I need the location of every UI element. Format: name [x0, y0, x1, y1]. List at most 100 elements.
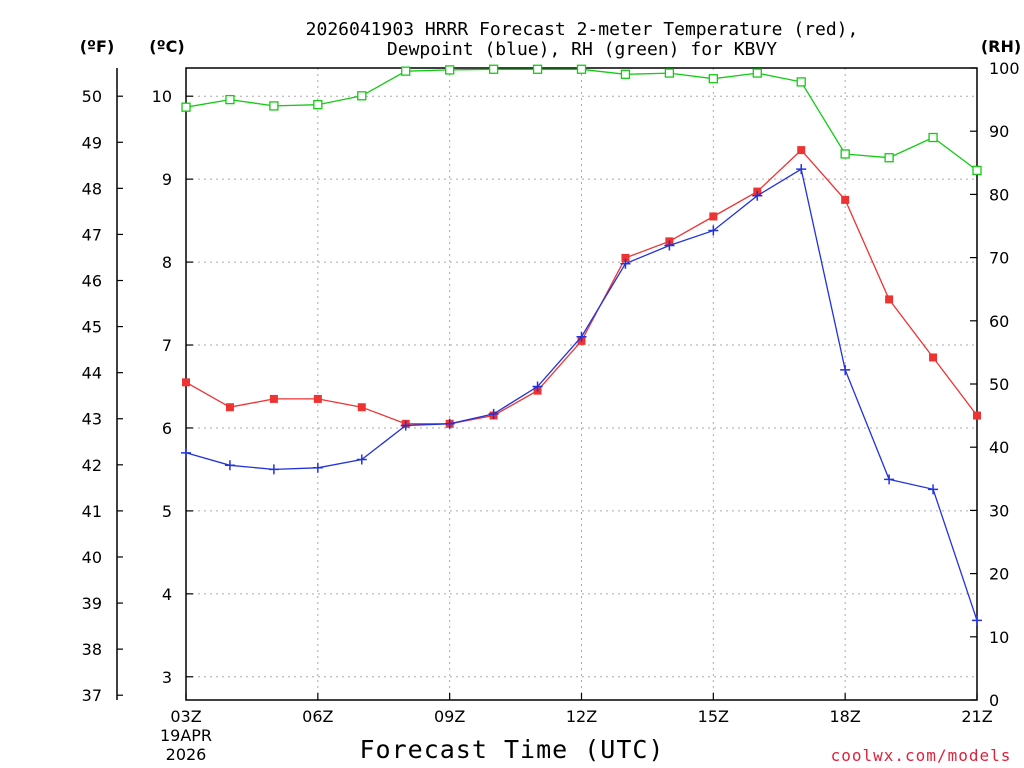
dewpoint-point	[664, 240, 675, 251]
rh-series	[181, 64, 982, 176]
temperature-point	[973, 411, 981, 420]
fahrenheit-tick-label: 49	[82, 133, 102, 152]
fahrenheit-tick-label: 37	[82, 686, 102, 705]
rh-point	[972, 165, 982, 176]
dewpoint-point	[752, 190, 763, 201]
rh-tick-label: 60	[989, 312, 1009, 331]
rh-point	[313, 100, 323, 110]
temperature-point	[182, 378, 190, 387]
dewpoint-point	[708, 225, 719, 236]
rh-tick-label: 50	[989, 375, 1009, 394]
celsius-tick-label: 7	[162, 336, 172, 355]
chart-title-line1: 2026041903 HRRR Forecast 2-meter Tempera…	[306, 19, 859, 40]
fahrenheit-tick-label: 46	[82, 272, 102, 291]
dewpoint-point	[268, 464, 279, 475]
dewpoint-point	[576, 331, 587, 342]
plot-frame	[185, 67, 978, 701]
temperature-point	[709, 212, 718, 221]
temperature-point	[929, 353, 938, 362]
dewpoint-point	[312, 462, 323, 473]
temperature-point	[621, 253, 630, 262]
rh-line	[185, 68, 978, 171]
rh-point	[357, 91, 367, 101]
celsius-tick-label: 10	[152, 87, 172, 106]
rh-point	[928, 132, 938, 143]
celsius-tick-label: 3	[162, 668, 172, 687]
time-tick-label: 18Z	[830, 707, 861, 726]
celsius-tick-label: 4	[162, 585, 172, 604]
time-tick-label: 12Z	[566, 707, 597, 726]
rh-tick-label: 10	[989, 628, 1009, 647]
fahrenheit-tick-label: 44	[82, 364, 102, 383]
celsius-tick-label: 6	[162, 419, 172, 438]
fahrenheit-unit-label: (ºF)	[80, 37, 115, 56]
fahrenheit-tick-label: 50	[82, 87, 102, 106]
fahrenheit-axis: 37 38 39 40 41 42 43 44 45 46 47 48 49 50	[82, 87, 123, 705]
rh-point	[401, 66, 411, 76]
fahrenheit-tick-label: 39	[82, 594, 102, 613]
dewpoint-point	[181, 447, 191, 458]
time-axis: 03Z 06Z 09Z 12Z 15Z 18Z 21Z	[170, 693, 993, 726]
chart-title-line2: Dewpoint (blue), RH (green) for KBVY	[387, 39, 777, 60]
dewpoint-point	[972, 615, 982, 626]
rh-point	[181, 102, 191, 112]
temperature-point	[225, 403, 234, 412]
fahrenheit-tick-label: 45	[82, 318, 102, 337]
fahrenheit-tick-label: 42	[82, 456, 102, 475]
fahrenheit-tick-label: 43	[82, 410, 102, 429]
time-tick-label: 03Z	[170, 707, 201, 726]
fahrenheit-tick-label: 47	[82, 225, 102, 244]
temperature-point	[885, 295, 894, 304]
rh-point	[488, 64, 499, 74]
celsius-axis: 3 4 5 6 7 8 9 10	[152, 87, 193, 687]
temperature-point	[797, 146, 806, 155]
dewpoint-point	[532, 381, 543, 392]
rh-axis: 0 10 20 30 40 50 60 70 80 90 100	[970, 59, 1020, 710]
temperature-point	[357, 403, 366, 412]
rh-point	[664, 68, 675, 78]
temperature-line	[185, 149, 978, 425]
rh-point	[708, 74, 718, 84]
credit-label: coolwx.com/models	[831, 746, 1012, 765]
fahrenheit-tick-label: 41	[82, 502, 102, 521]
rh-tick-label: 80	[989, 185, 1009, 204]
dewpoint-point	[356, 454, 367, 465]
rh-tick-label: 70	[989, 249, 1009, 268]
time-tick-label: 21Z	[961, 707, 992, 726]
dewpoint-point	[928, 484, 939, 495]
fahrenheit-tick-label: 48	[82, 179, 102, 198]
celsius-tick-label: 9	[162, 170, 172, 189]
fahrenheit-tick-label: 40	[82, 548, 102, 567]
rh-point	[445, 65, 455, 75]
dewpoint-point	[224, 460, 235, 471]
rh-tick-label: 100	[989, 59, 1020, 78]
rh-point	[796, 77, 806, 87]
rh-tick-label: 30	[989, 501, 1009, 520]
rh-tick-label: 40	[989, 438, 1009, 457]
rh-unit-label: (RH)	[981, 37, 1021, 56]
time-tick-label: 06Z	[302, 707, 333, 726]
rh-tick-label: 90	[989, 122, 1009, 141]
temperature-point	[313, 394, 322, 403]
rh-point	[269, 101, 279, 111]
rh-point	[884, 153, 894, 163]
gridlines	[186, 68, 977, 700]
celsius-tick-label: 8	[162, 253, 172, 272]
date-label-day: 19APR	[160, 726, 212, 745]
rh-tick-label: 20	[989, 565, 1009, 584]
celsius-unit-label: (ºC)	[149, 37, 184, 56]
rh-tick-label: 0	[989, 691, 999, 710]
fahrenheit-tick-label: 38	[82, 640, 102, 659]
dewpoint-point	[488, 408, 499, 419]
rh-point	[840, 149, 850, 159]
dewpoint-series	[181, 164, 982, 626]
rh-point	[576, 64, 587, 74]
date-label-year: 2026	[166, 745, 207, 764]
rh-point	[532, 64, 543, 74]
x-axis-title: Forecast Time (UTC)	[360, 735, 665, 764]
series	[181, 64, 982, 626]
dewpoint-point	[620, 258, 631, 269]
dewpoint-point	[444, 418, 455, 429]
dewpoint-point	[884, 474, 895, 485]
